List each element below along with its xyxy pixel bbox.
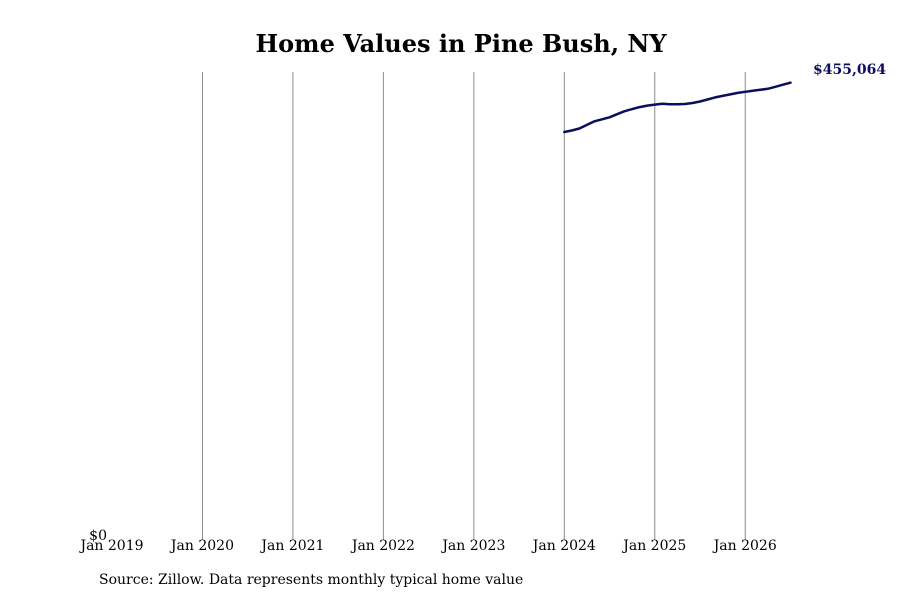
x-tick-label-2020: Jan 2020 — [169, 538, 234, 554]
chart-title: Home Values in Pine Bush, NY — [255, 29, 667, 58]
latest-value-label: $455,064 — [813, 62, 886, 78]
x-axis-tick-labels: Jan 2019 Jan 2020 Jan 2021 Jan 2022 Jan 2023… — [78, 538, 776, 554]
source-note: Source: Zillow. Data represents monthly … — [99, 572, 524, 588]
home-value-line — [563, 81, 792, 134]
x-tick-label-2024: Jan 2024 — [531, 538, 596, 554]
gridlines — [201, 72, 746, 540]
x-tick-label-2022: Jan 2022 — [350, 538, 415, 554]
x-tick-label-2025: Jan 2025 — [621, 538, 686, 554]
x-tick-label-2023: Jan 2023 — [440, 538, 505, 554]
x-tick-label-2019: Jan 2019 — [78, 538, 143, 554]
x-tick-label-2021: Jan 2021 — [259, 538, 324, 554]
x-tick-label-2026: Jan 2026 — [712, 538, 777, 554]
series-layer — [563, 81, 792, 134]
y-axis-tick-label-zero: $0 — [89, 528, 107, 544]
